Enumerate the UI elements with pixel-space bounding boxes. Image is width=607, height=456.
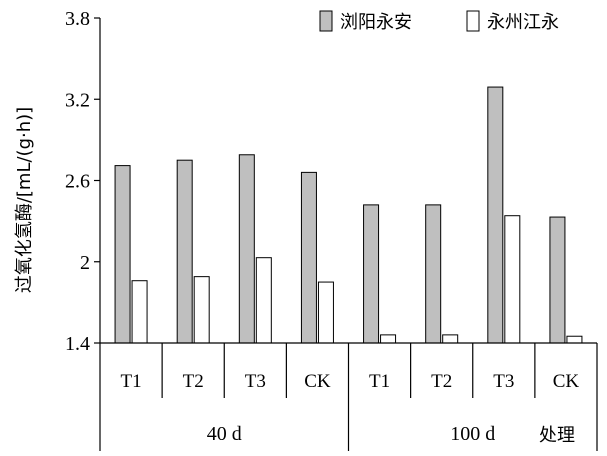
bar-series-2 — [131, 280, 148, 344]
y-axis-label: 过氧化氢酶/[mL/(g·h)] — [14, 107, 35, 293]
y-tick-label: 2 — [80, 252, 90, 274]
bar-series-2 — [442, 334, 459, 344]
x-tick-label: T3 — [493, 371, 514, 392]
bar-series-2 — [255, 257, 272, 344]
legend: 浏阳永安 永州江永 — [319, 10, 559, 33]
x-tick-label: T3 — [245, 371, 266, 392]
x-tick-label: T2 — [183, 371, 204, 392]
bar-series-2 — [566, 335, 583, 344]
bar-series-1 — [176, 159, 193, 344]
y-tick-label: 3.8 — [65, 8, 90, 30]
bar-series-1 — [114, 165, 131, 344]
x-tick-label: T1 — [369, 371, 390, 392]
legend-swatch-series-2 — [466, 10, 480, 32]
y-tick-label: 2.6 — [65, 171, 90, 193]
x-axis-label: 处理 — [539, 425, 575, 446]
bar-series-1 — [487, 86, 504, 344]
bar-series-1 — [363, 204, 380, 344]
bar-series-1 — [238, 154, 255, 344]
bars — [114, 86, 583, 344]
bar-series-1 — [549, 216, 566, 344]
x-tick-label: T1 — [121, 371, 142, 392]
x-group-label: 100 d — [450, 423, 495, 445]
y-axis: 1.4 2 2.6 3.2 3.8 — [65, 8, 101, 355]
x-group-label: 40 d — [207, 423, 242, 445]
y-tick-label: 1.4 — [65, 333, 90, 355]
bar-series-1 — [425, 204, 442, 344]
bar-series-1 — [300, 171, 317, 344]
legend-swatch-series-1 — [319, 10, 333, 32]
bar-series-2 — [317, 281, 334, 344]
legend-label-series-2: 永州江永 — [487, 12, 559, 33]
y-tick-label: 3.2 — [65, 89, 90, 111]
x-tick-label: CK — [304, 371, 331, 392]
x-tick-label: CK — [553, 371, 580, 392]
legend-label-series-1: 浏阳永安 — [340, 12, 412, 33]
bar-series-2 — [193, 276, 210, 344]
bar-series-2 — [504, 215, 521, 344]
x-tick-label: T2 — [431, 371, 452, 392]
bar-series-2 — [380, 334, 397, 344]
x-axis: T1 T2 T3 CK 40 d T1 T2 T3 CK 100 d — [99, 342, 598, 451]
